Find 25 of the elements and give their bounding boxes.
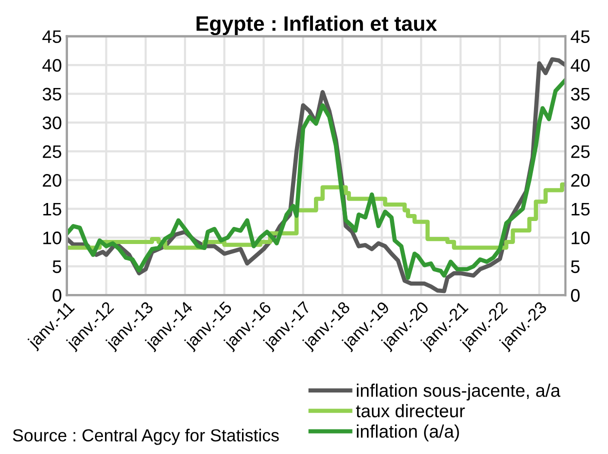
y-tick-label: 0 <box>52 289 62 302</box>
y2-tick-label: 20 <box>571 174 590 187</box>
y2-tick-label: 35 <box>570 88 590 101</box>
y-tick-label: 5 <box>52 260 62 274</box>
y2-tick-label: 15 <box>572 202 590 216</box>
y2-tick-label: 40 <box>570 59 590 72</box>
chart-title: Egypte : Inflation et taux <box>196 16 437 36</box>
y-tick-label: 20 <box>42 174 62 187</box>
legend-label: inflation sous-jacente, a/a <box>356 384 560 400</box>
source-note: Source : Central Agcy for Statistics <box>12 428 279 445</box>
y2-tick-label: 10 <box>572 232 590 244</box>
y-tick-label: 10 <box>43 232 62 244</box>
legend-label: taux directeur <box>356 404 465 418</box>
legend-label: inflation (a/a) <box>356 424 459 442</box>
y-tick-label: 15 <box>43 202 62 216</box>
y-tick-label: 45 <box>42 30 62 44</box>
y-tick-label: 25 <box>42 145 62 158</box>
y2-tick-label: 25 <box>571 145 590 158</box>
y2-tick-label: 5 <box>571 260 580 274</box>
y2-tick-label: 0 <box>571 289 580 302</box>
y2-tick-label: 45 <box>570 30 590 44</box>
y-tick-label: 30 <box>42 116 62 130</box>
y2-tick-label: 30 <box>570 116 590 130</box>
y-tick-label: 40 <box>42 59 62 72</box>
y-tick-label: 35 <box>42 88 62 101</box>
